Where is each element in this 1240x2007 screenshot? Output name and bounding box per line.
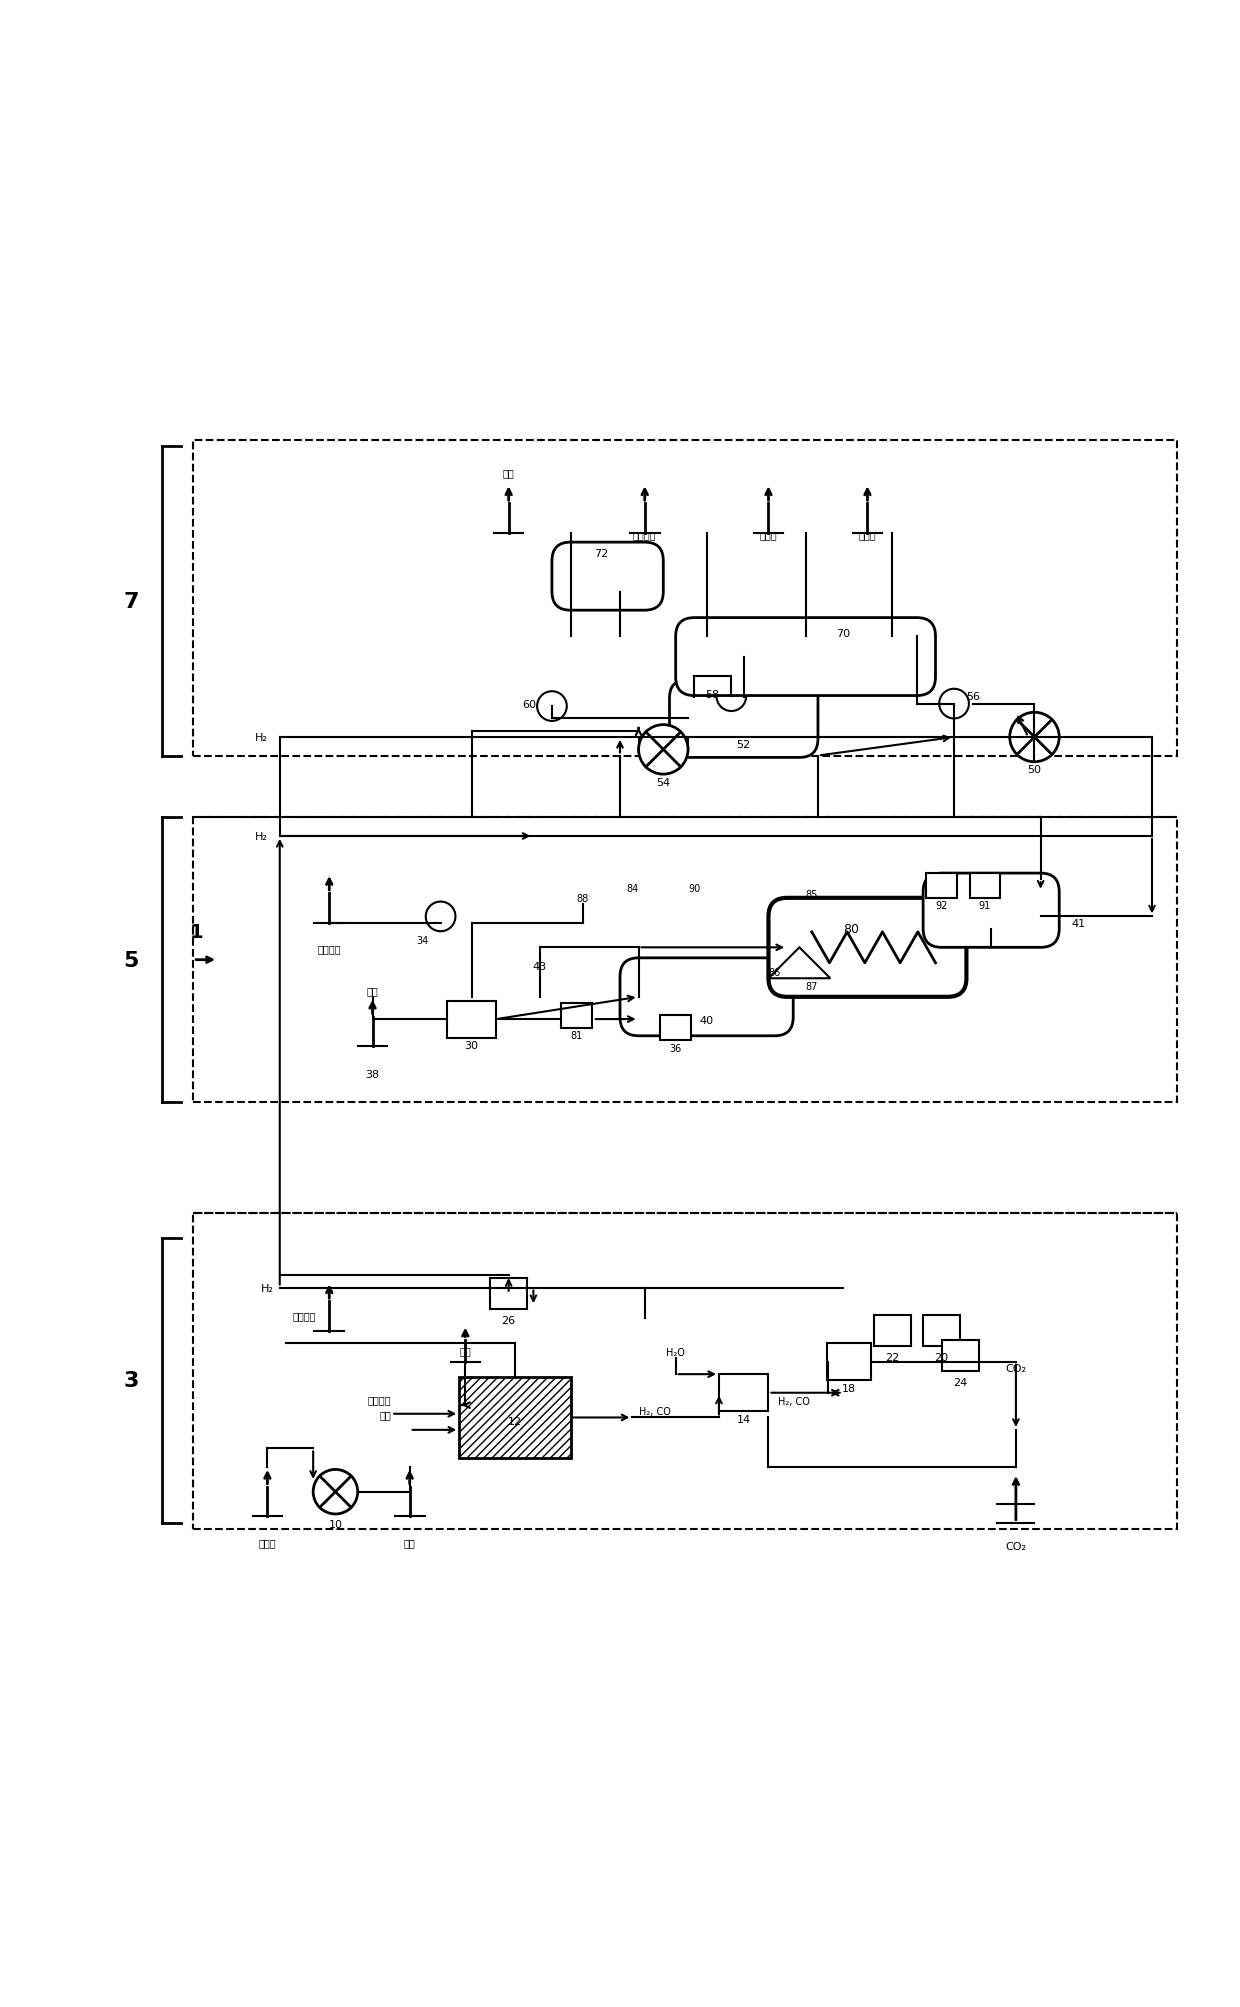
Text: 43: 43 (532, 961, 547, 971)
Text: 30: 30 (465, 1040, 479, 1050)
Text: 7: 7 (124, 592, 139, 612)
Text: 54: 54 (656, 777, 671, 787)
Bar (459, 1377, 570, 1457)
Text: 排气: 排气 (404, 1537, 415, 1547)
Bar (193, 442, 1177, 757)
Bar (660, 1016, 691, 1040)
Text: 85: 85 (806, 889, 818, 899)
Text: 72: 72 (594, 548, 609, 558)
Text: 56: 56 (966, 692, 981, 702)
Text: 18: 18 (842, 1383, 856, 1393)
Text: CO₂: CO₂ (1006, 1541, 1027, 1551)
Bar (970, 873, 1001, 899)
Text: 24: 24 (954, 1377, 967, 1387)
Text: 84: 84 (626, 883, 639, 893)
Text: H₂O: H₂O (666, 1347, 686, 1357)
Bar (874, 1317, 910, 1347)
Bar (719, 1375, 769, 1411)
Text: 中压蒸汽: 中压蒸汽 (317, 943, 341, 953)
Text: 36: 36 (670, 1044, 682, 1054)
FancyBboxPatch shape (769, 899, 966, 997)
Text: 高压蒸汽: 高压蒸汽 (293, 1311, 316, 1321)
FancyBboxPatch shape (676, 618, 935, 696)
Text: 34: 34 (415, 935, 428, 945)
Bar (490, 1278, 527, 1309)
Text: 空气: 空气 (379, 1409, 391, 1419)
Text: H₂, CO: H₂, CO (639, 1407, 671, 1417)
Bar (446, 1001, 496, 1038)
Text: 87: 87 (806, 981, 818, 991)
Text: 废气: 废气 (502, 468, 515, 478)
Circle shape (639, 725, 688, 775)
Text: 86: 86 (769, 967, 781, 977)
Polygon shape (769, 947, 831, 979)
Bar (193, 819, 1177, 1102)
Text: 26: 26 (502, 1315, 516, 1325)
Circle shape (314, 1469, 357, 1513)
Text: 92: 92 (935, 901, 947, 911)
FancyBboxPatch shape (670, 680, 818, 759)
Text: 10: 10 (329, 1519, 342, 1529)
Text: H₂: H₂ (254, 831, 268, 841)
Circle shape (425, 901, 455, 931)
Text: 3: 3 (124, 1371, 139, 1391)
Text: H₂: H₂ (260, 1282, 274, 1293)
Text: 轻油用: 轻油用 (858, 530, 877, 540)
Text: 58: 58 (704, 688, 719, 698)
Text: 60: 60 (522, 698, 536, 708)
Text: 20: 20 (935, 1353, 949, 1363)
Bar (827, 1343, 870, 1381)
Text: 90: 90 (688, 883, 701, 893)
Text: 81: 81 (570, 1032, 583, 1042)
FancyBboxPatch shape (552, 542, 663, 610)
Text: 70: 70 (836, 628, 849, 638)
Bar (941, 1341, 978, 1371)
Text: 1: 1 (190, 923, 203, 941)
Text: 38: 38 (366, 1070, 379, 1080)
Text: 5: 5 (124, 949, 139, 969)
Text: 煤油用: 煤油用 (760, 530, 777, 540)
Text: CO₂: CO₂ (1006, 1363, 1027, 1373)
Text: 80: 80 (843, 923, 858, 935)
FancyBboxPatch shape (620, 959, 794, 1036)
Circle shape (939, 688, 968, 719)
Bar (923, 1317, 960, 1347)
Text: 天然气: 天然气 (259, 1537, 277, 1547)
Text: 废气: 废气 (367, 985, 378, 995)
Text: 88: 88 (577, 893, 589, 903)
Text: 燃料气体: 燃料气体 (367, 1395, 391, 1405)
Text: H₂, CO: H₂, CO (779, 1397, 810, 1407)
Bar (926, 873, 957, 899)
Text: H₂: H₂ (254, 733, 268, 743)
Circle shape (717, 682, 746, 712)
FancyBboxPatch shape (923, 873, 1059, 947)
Text: 石脑油用: 石脑油用 (632, 530, 656, 540)
Text: 91: 91 (978, 901, 991, 911)
Bar (193, 1214, 1177, 1529)
Text: 41: 41 (1071, 917, 1086, 927)
Text: 22: 22 (885, 1353, 899, 1363)
Text: 蒸汽: 蒸汽 (460, 1347, 471, 1357)
Text: 52: 52 (737, 741, 750, 751)
Text: 40: 40 (699, 1016, 714, 1026)
Text: 12: 12 (507, 1417, 522, 1427)
Text: 50: 50 (1028, 765, 1042, 775)
Text: 14: 14 (737, 1415, 750, 1425)
Bar (562, 1004, 593, 1028)
Circle shape (1009, 712, 1059, 763)
Circle shape (537, 692, 567, 723)
